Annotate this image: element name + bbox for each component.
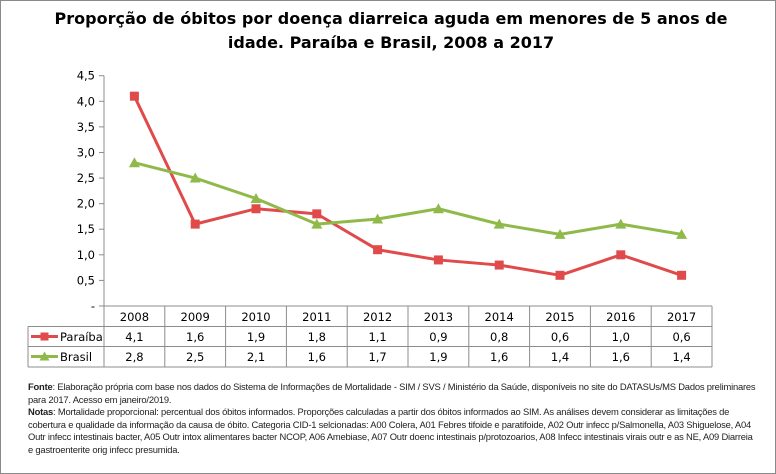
data-point-paraba (312, 209, 322, 219)
data-label-brasil: 2,1 (247, 350, 265, 364)
chart-title: Proporção de óbitos por doença diarreica… (54, 9, 728, 52)
legend-label-brasil: Brasil (60, 350, 92, 364)
data-label-paraba: 0,6 (551, 330, 569, 344)
data-point-paraba (616, 250, 626, 260)
data-point-brasil (311, 218, 323, 229)
data-label-paraba: 4,1 (125, 330, 143, 344)
series-line-paraba (133, 95, 683, 277)
y-tick-label: 4,0 (77, 94, 95, 108)
data-label-paraba: 0,9 (429, 330, 447, 344)
data-label-brasil: 1,9 (429, 350, 447, 364)
data-point-paraba (373, 245, 383, 255)
data-label-paraba: 1,6 (186, 330, 204, 344)
data-point-brasil (250, 193, 262, 204)
data-point-brasil (554, 228, 566, 239)
data-label-paraba: 1,9 (247, 330, 265, 344)
y-tick-label: 2,5 (77, 171, 95, 185)
chart-notes: Fonte: Elaboração própria com base nos d… (28, 381, 758, 456)
source-note: Fonte: Elaboração própria com base nos d… (28, 381, 758, 406)
data-label-brasil: 1,7 (368, 350, 386, 364)
data-label-brasil: 1,6 (612, 350, 630, 364)
data-label-paraba: 1,8 (308, 330, 326, 344)
y-tick-label: 4,5 (77, 69, 95, 83)
data-label-paraba: 1,1 (368, 330, 386, 344)
data-point-brasil (615, 218, 627, 229)
notes-text: : Mortalidade proporcional: percentual d… (28, 406, 753, 455)
data-point-brasil (432, 203, 444, 214)
x-category-label: 2015 (545, 310, 574, 324)
y-tick-label: 0,5 (77, 273, 95, 287)
data-label-brasil: 1,4 (551, 350, 569, 364)
x-category-label: 2013 (424, 310, 453, 324)
y-tick-label: 2,0 (77, 197, 95, 211)
data-point-brasil (372, 213, 384, 224)
data-point-brasil (189, 172, 201, 183)
data-label-brasil: 1,6 (490, 350, 508, 364)
data-point-paraba (190, 219, 200, 229)
x-category-label: 2011 (302, 310, 331, 324)
data-point-paraba (555, 270, 565, 280)
data-point-paraba (677, 270, 687, 280)
data-point-paraba (433, 255, 443, 265)
y-tick-label: - (91, 299, 95, 313)
x-category-label: 2009 (181, 310, 210, 324)
y-tick-label: 3,5 (77, 120, 95, 134)
legend-marker-paraba (40, 332, 49, 341)
notes-label: Notas (28, 406, 54, 417)
source-label: Fonte (28, 381, 53, 392)
data-label-paraba: 0,6 (672, 330, 690, 344)
legend-label-paraba: Paraíba (60, 330, 103, 344)
data-point-paraba (251, 204, 261, 214)
x-category-label: 2012 (363, 310, 392, 324)
legend-marker-brasil (39, 351, 50, 361)
data-point-paraba (129, 91, 139, 101)
data-label-brasil: 2,5 (186, 350, 204, 364)
data-point-brasil (493, 218, 505, 229)
data-label-brasil: 1,4 (672, 350, 690, 364)
data-point-brasil (676, 228, 688, 239)
x-category-label: 2017 (667, 310, 696, 324)
data-label-brasil: 2,8 (125, 350, 143, 364)
data-point-brasil (128, 157, 140, 168)
y-tick-label: 3,0 (77, 145, 95, 159)
y-tick-label: 1,5 (77, 222, 95, 236)
y-tick-label: 1,0 (77, 248, 95, 262)
data-point-paraba (494, 260, 504, 270)
data-label-paraba: 0,8 (490, 330, 508, 344)
series-line-brasil (134, 161, 682, 236)
data-label-brasil: 1,6 (308, 350, 326, 364)
x-category-label: 2010 (241, 310, 270, 324)
x-category-label: 2014 (485, 310, 514, 324)
source-text: : Elaboração própria com base nos dados … (28, 381, 756, 405)
x-category-label: 2008 (120, 310, 149, 324)
notes-note: Notas: Mortalidade proporcional: percent… (28, 406, 758, 456)
x-category-label: 2016 (606, 310, 635, 324)
line-chart: - 0,5 1,0 1,5 2,0 2,5 3,0 3,5 4,0 4,5 2008 2009 2010… (27, 69, 713, 368)
data-label-paraba: 1,0 (612, 330, 630, 344)
